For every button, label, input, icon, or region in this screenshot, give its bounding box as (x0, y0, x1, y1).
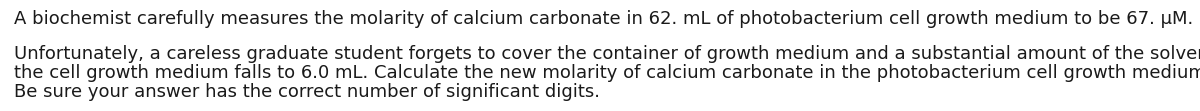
Text: A biochemist carefully measures the molarity of calcium carbonate in 62. mL of p: A biochemist carefully measures the mola… (14, 10, 1193, 28)
Text: the cell growth medium falls to 6.0 mL. Calculate the new molarity of calcium ca: the cell growth medium falls to 6.0 mL. … (14, 64, 1200, 82)
Text: Unfortunately, a careless graduate student forgets to cover the container of gro: Unfortunately, a careless graduate stude… (14, 45, 1200, 63)
Text: Be sure your answer has the correct number of significant digits.: Be sure your answer has the correct numb… (14, 83, 600, 101)
